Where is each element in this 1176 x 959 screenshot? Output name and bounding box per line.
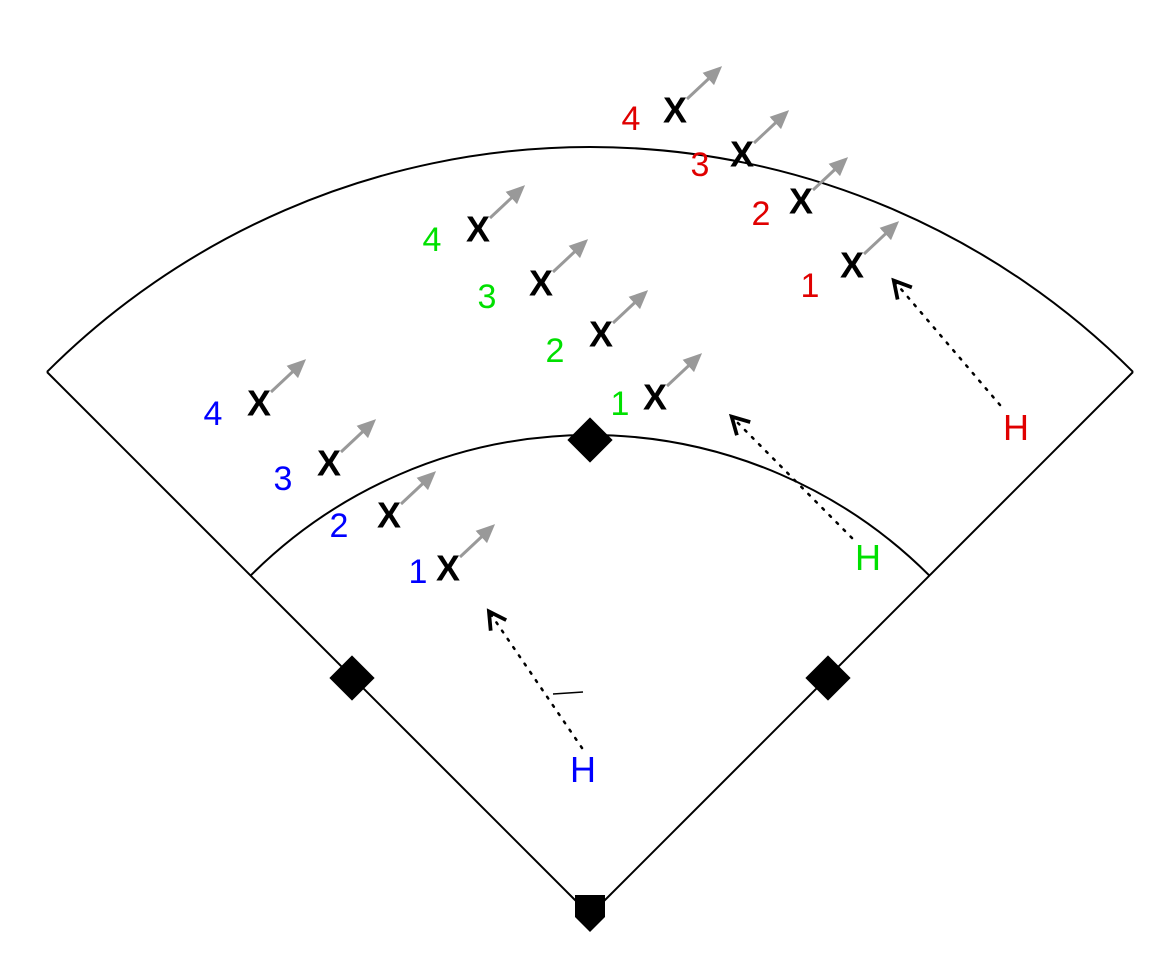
player-x-mark: X (247, 383, 271, 424)
motion-arrow-icon (613, 293, 645, 323)
motion-arrow-icon (490, 188, 522, 218)
player-x-mark: X (529, 263, 553, 304)
second-base (567, 417, 612, 462)
player-number-blue-1: 1 (409, 553, 428, 591)
player-x-mark: X (466, 209, 490, 250)
player-x-mark: X (589, 314, 613, 355)
player-x-mark: X (436, 548, 460, 589)
player-x-mark: X (663, 90, 687, 131)
motion-arrow-icon (341, 422, 373, 452)
motion-arrow-icon (553, 242, 585, 272)
player-number-red-4: 4 (622, 100, 641, 138)
motion-arrow-icon (460, 527, 492, 557)
player-number-green-2: 2 (546, 332, 565, 370)
player-number-red-2: 2 (752, 195, 771, 233)
hit-direction-arrow-green (733, 418, 852, 538)
player-number-blue-2: 2 (330, 507, 349, 545)
hitter-label-green: H (855, 537, 881, 578)
player-x-mark: X (317, 443, 341, 484)
hit-direction-arrow-red (895, 282, 1000, 405)
player-x-mark: X (840, 245, 864, 286)
player-x-mark: X (643, 377, 667, 418)
player-number-blue-3: 3 (274, 460, 293, 498)
foul-line-right (590, 372, 1133, 915)
hitter-label-blue: H (570, 749, 596, 790)
motion-arrow-icon (754, 113, 786, 143)
player-x-mark: X (789, 181, 813, 222)
hitter-label-red: H (1003, 407, 1029, 448)
player-number-green-1: 1 (611, 385, 630, 423)
motion-arrow-icon (687, 69, 719, 99)
pitching-rubber (553, 692, 583, 694)
hit-direction-arrow-blue (490, 613, 582, 748)
player-number-red-3: 3 (691, 146, 710, 184)
motion-arrow-icon (271, 362, 303, 392)
player-number-green-4: 4 (423, 221, 442, 259)
motion-arrow-icon (667, 356, 699, 386)
player-x-mark: X (377, 495, 401, 536)
player-number-blue-4: 4 (204, 395, 223, 433)
motion-arrow-icon (401, 474, 433, 504)
player-number-red-1: 1 (801, 267, 820, 305)
player-number-green-3: 3 (478, 278, 497, 316)
motion-arrow-icon (864, 224, 896, 254)
player-x-mark: X (730, 134, 754, 175)
home-plate (575, 895, 605, 932)
